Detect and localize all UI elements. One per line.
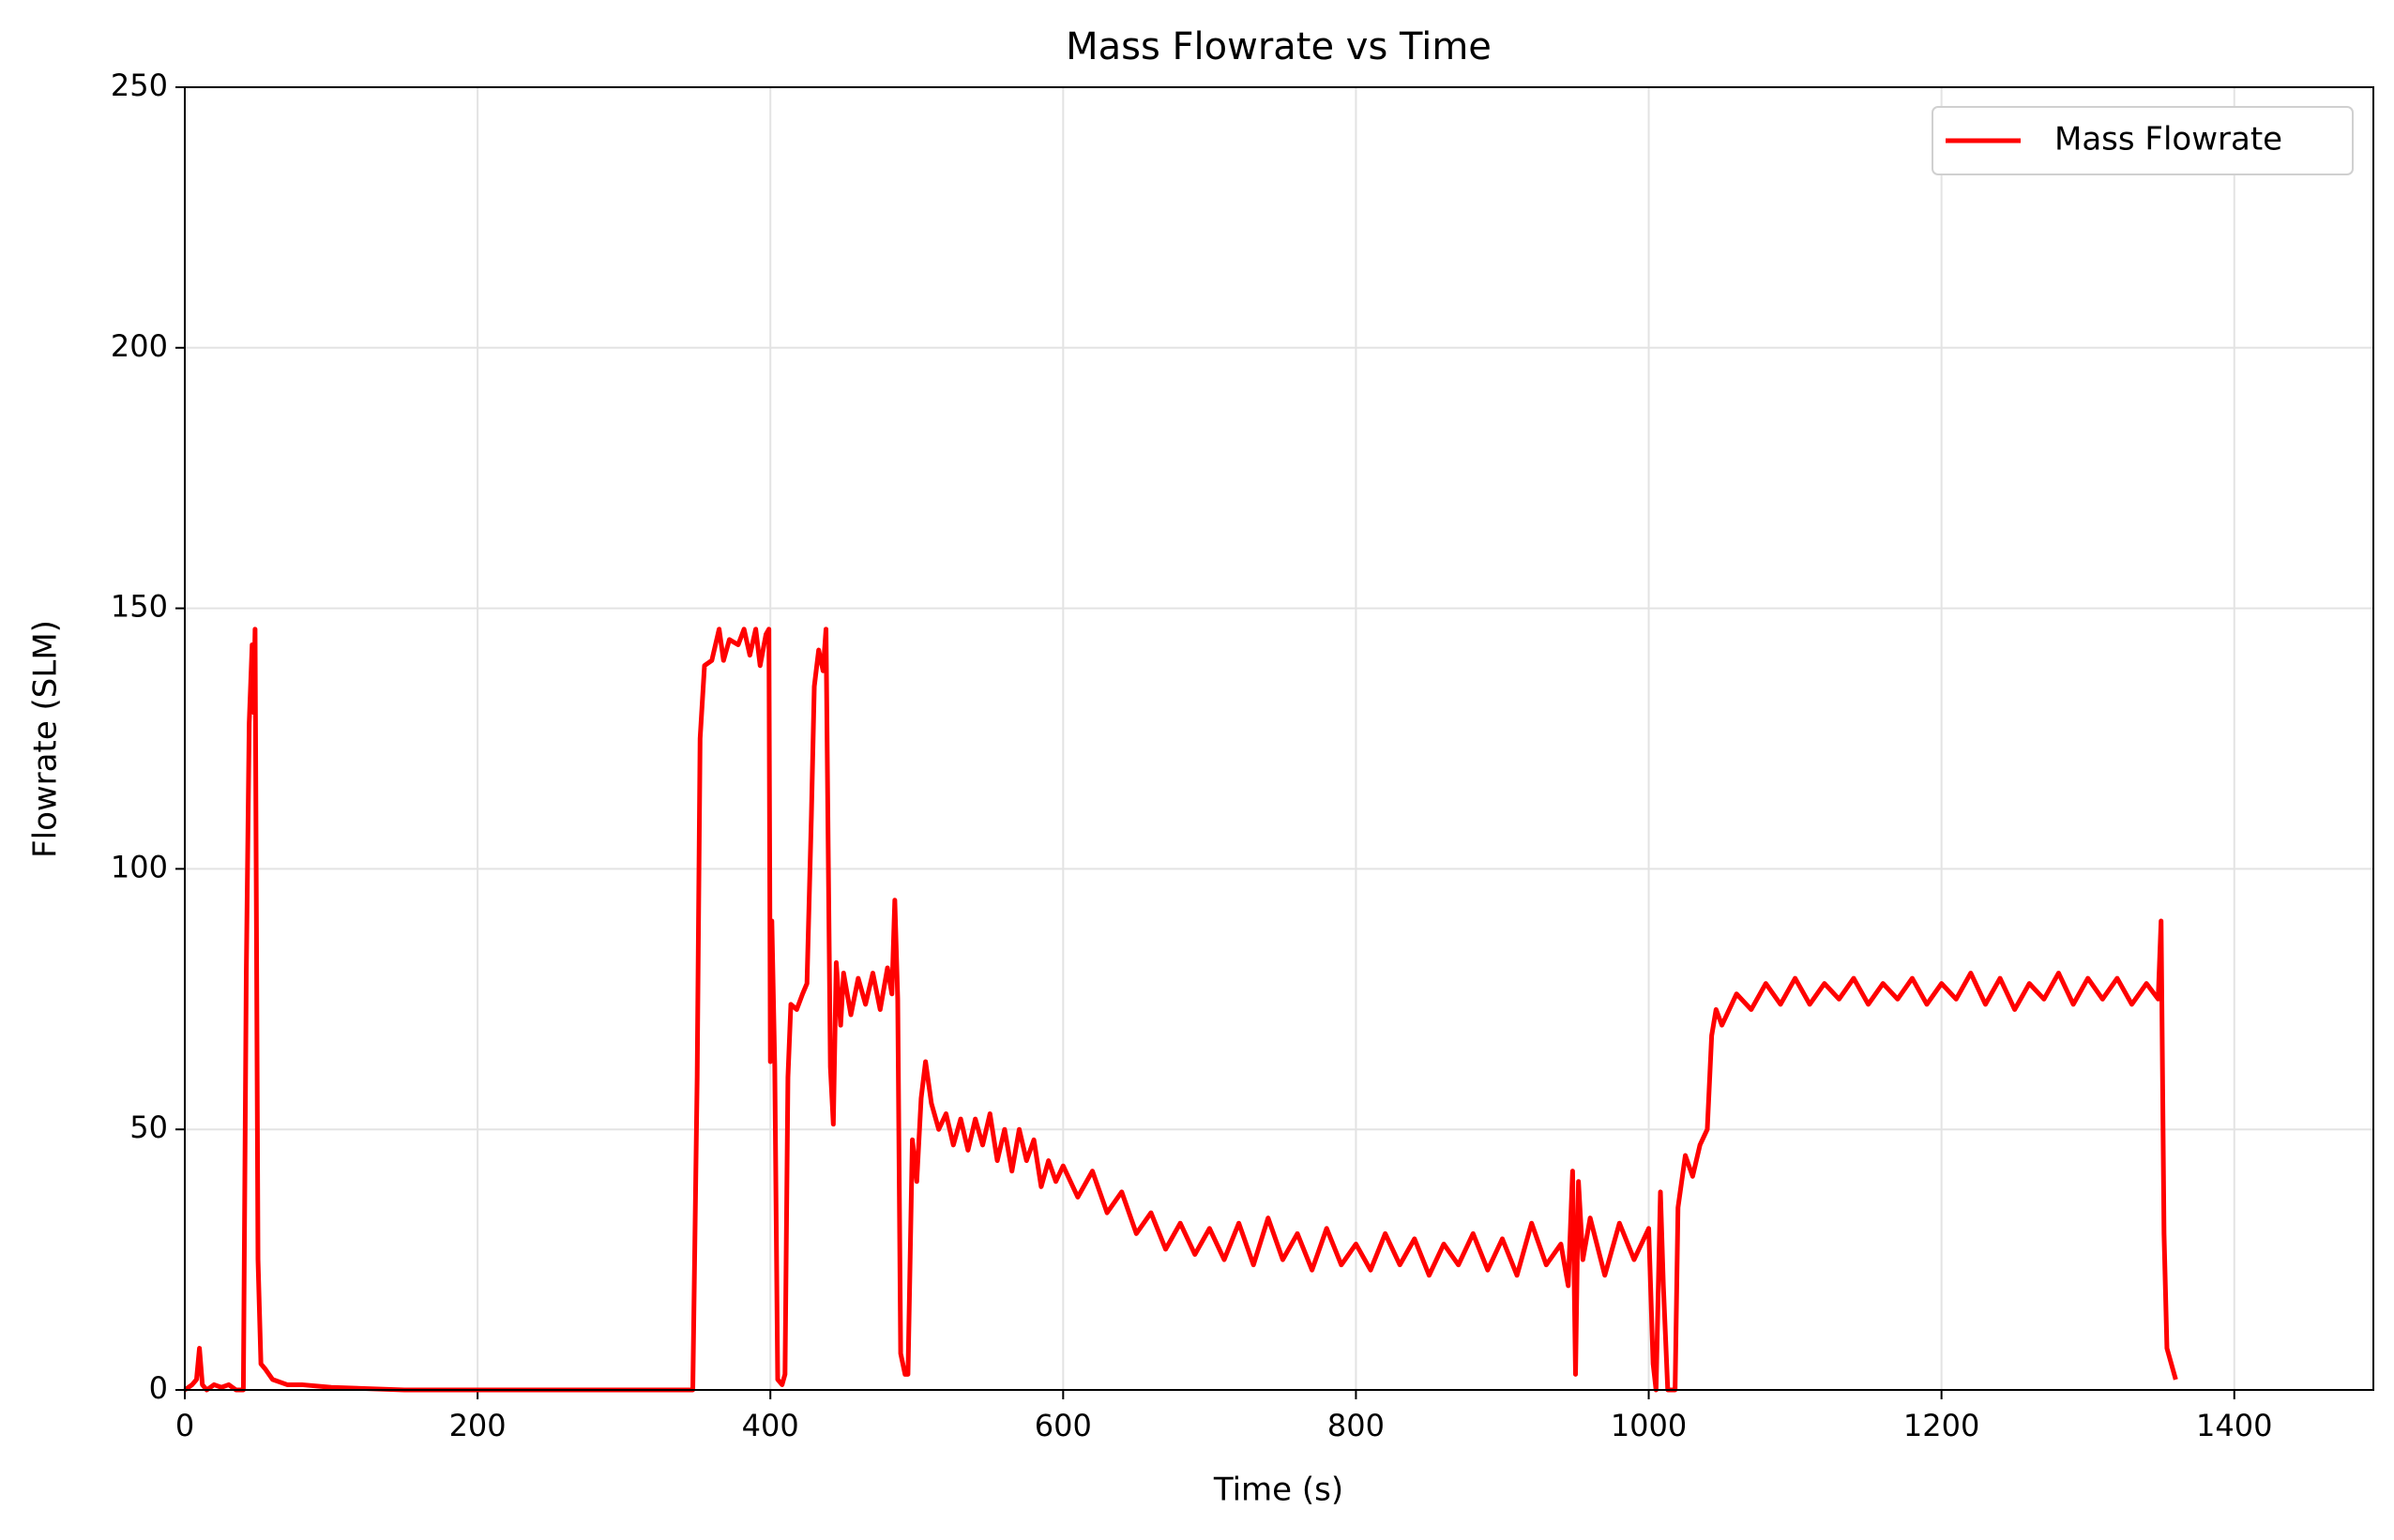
y-tick-label: 250: [111, 68, 168, 103]
legend-label: Mass Flowrate: [2054, 121, 2282, 159]
data-line: [183, 627, 2178, 1393]
legend: Mass Flowrate: [1932, 106, 2354, 175]
y-tick-label: 200: [111, 328, 168, 364]
legend-box: [1932, 106, 2354, 175]
x-tick-label: 200: [449, 1408, 507, 1443]
y-tick-label: 100: [111, 849, 168, 884]
x-tick-label: 600: [1035, 1408, 1092, 1443]
x-tick-label: 400: [742, 1408, 799, 1443]
x-tick-label: 1400: [2196, 1408, 2272, 1443]
y-tick-label: 0: [149, 1370, 168, 1406]
y-axis-label: Flowrate (SLM): [27, 620, 65, 858]
x-tick-label: 0: [175, 1408, 194, 1443]
chart-title: Mass Flowrate vs Time: [1066, 25, 1492, 68]
x-tick-label: 1000: [1611, 1408, 1687, 1443]
axes-frame: [184, 86, 2374, 1391]
x-tick-label: 1200: [1903, 1408, 1979, 1443]
y-tick-label: 150: [111, 589, 168, 625]
x-tick-label: 800: [1327, 1408, 1385, 1443]
x-axis-label: Time (s): [1213, 1472, 1343, 1509]
y-tick-label: 50: [129, 1110, 168, 1145]
